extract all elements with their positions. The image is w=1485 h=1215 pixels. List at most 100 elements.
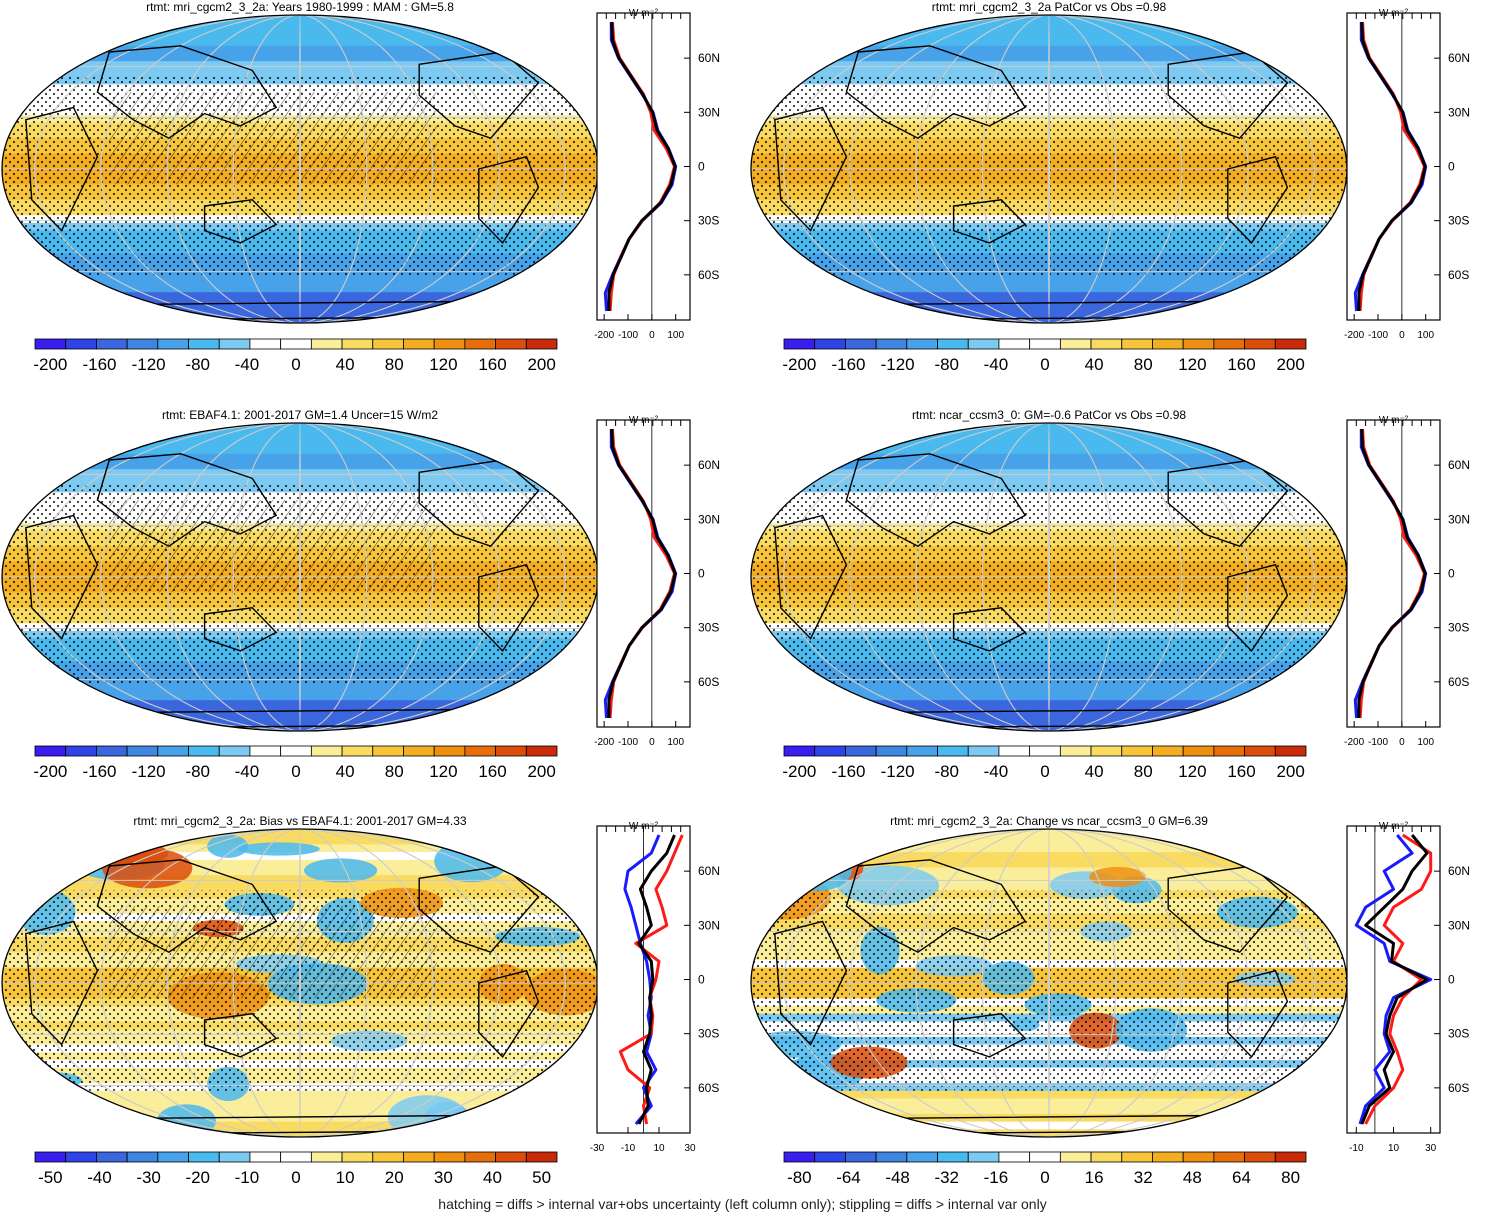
map-panel-top-left: rtmt: mri_cgcm2_3_2a: Years 1980-1999 : …	[1, 0, 599, 324]
y-tick-label: 30S	[698, 621, 719, 635]
colorbar-swatch	[967, 745, 1000, 757]
x-tick-label: 100	[1417, 330, 1434, 341]
colorbar-swatch	[1213, 338, 1245, 350]
colorbar-tick-label: 50	[532, 1168, 551, 1187]
x-tick-label: -100	[1368, 330, 1388, 341]
coastline	[1227, 969, 1289, 1059]
colorbar-swatch	[1090, 745, 1123, 757]
y-tick-label: 0	[1448, 160, 1455, 174]
colorbar-swatch	[157, 745, 189, 757]
y-tick-label: 30N	[1448, 105, 1470, 119]
colorbar-swatch	[34, 338, 67, 350]
colorbar-tick-label: -30	[136, 1168, 161, 1187]
colorbar-swatch	[937, 745, 969, 757]
coastline	[1227, 563, 1289, 653]
colorbar-tick-label: -160	[831, 762, 865, 781]
colorbar-swatch	[1029, 1151, 1061, 1163]
colorbar-tick-label: -40	[235, 355, 260, 374]
colorbar-tick-label: 40	[336, 355, 355, 374]
coastline	[774, 920, 848, 1046]
y-tick-label: 60S	[698, 1081, 719, 1095]
y-tick-label: 30N	[698, 918, 720, 932]
y-tick-label: 30N	[1448, 918, 1470, 932]
colorbar-tick-label: -16	[984, 1168, 1009, 1187]
colorbar-swatch	[433, 1151, 466, 1163]
colorbar-tick-label: 80	[385, 355, 404, 374]
colorbar-tick-label: -40	[235, 762, 260, 781]
y-tick-label: 60N	[1448, 458, 1470, 472]
colorbar-swatch	[249, 1151, 282, 1163]
colorbar-swatch	[1152, 745, 1184, 757]
colorbar-tick-label: 80	[1281, 1168, 1300, 1187]
y-tick-label: 30N	[698, 105, 720, 119]
coastline	[478, 563, 540, 653]
coastline	[952, 1013, 1027, 1058]
colorbar-tick-label: -160	[831, 355, 865, 374]
x-tick-label: 10	[653, 1143, 665, 1154]
x-tick-label: -100	[1368, 737, 1388, 748]
y-tick-label: 60N	[698, 458, 720, 472]
x-tick-label: -10	[1349, 1143, 1364, 1154]
profile-middle-left: W m⁻² -200 -100 0 100 60N 30N 0 30S 60S	[594, 415, 720, 748]
colorbar-swatch	[814, 338, 846, 350]
colorbar-swatch	[1152, 338, 1184, 350]
colorbar-swatch	[906, 745, 938, 757]
colorbar-tick-label: -120	[132, 762, 166, 781]
colorbar-swatch	[188, 745, 220, 757]
colorbar-swatch	[1029, 338, 1061, 350]
x-tick-label: 10	[1388, 1143, 1400, 1154]
colorbar-tick-label: 40	[483, 1168, 502, 1187]
colorbar-tick-label: 20	[385, 1168, 404, 1187]
colorbar-swatch	[341, 338, 374, 350]
y-tick-label: 60N	[1448, 51, 1470, 65]
colorbar-tick-label: -200	[782, 762, 816, 781]
profile-series-blue	[1354, 834, 1433, 1125]
colorbar-swatch	[1121, 745, 1153, 757]
colorbar-tick-label: -120	[881, 762, 915, 781]
colorbar-swatch	[906, 1151, 938, 1163]
colorbar-tick-label: 200	[1276, 762, 1304, 781]
colorbar-swatch	[372, 745, 404, 757]
colorbar-swatch	[875, 338, 908, 350]
colorbar-swatch	[249, 338, 282, 350]
y-tick-label: 0	[1448, 973, 1455, 987]
colorbar-tick-label: 160	[1227, 355, 1255, 374]
colorbar-swatch	[1244, 1151, 1276, 1163]
colorbar-swatch	[433, 745, 466, 757]
colorbar-middle-left: -200 -160 -120 -80 -40 0 40 80 120 160 200	[33, 745, 558, 781]
colorbar-tick-label: -64	[836, 1168, 861, 1187]
colorbar-tick-label: 200	[527, 355, 555, 374]
unit-label: W m⁻²	[1379, 821, 1409, 832]
colorbar-swatch	[1244, 745, 1276, 757]
colorbar-swatch	[65, 338, 97, 350]
colorbar-swatch	[403, 338, 435, 350]
colorbar-swatch	[1059, 1151, 1092, 1163]
colorbar-tick-label: -32	[934, 1168, 959, 1187]
coastline	[952, 607, 1027, 652]
colorbar-tick-label: -200	[33, 762, 67, 781]
profile-series-black	[637, 834, 676, 1125]
panel-title: rtmt: EBAF4.1: 2001-2017 GM=1.4 Uncer=15…	[162, 408, 438, 422]
x-tick-label: -200	[1344, 330, 1364, 341]
colorbar-swatch	[126, 338, 159, 350]
colorbar-swatch	[96, 1151, 128, 1163]
colorbar-tick-label: 200	[1276, 355, 1304, 374]
colorbar-swatch	[1152, 1151, 1184, 1163]
colorbar-swatch	[783, 745, 816, 757]
y-tick-label: 0	[698, 973, 705, 987]
x-tick-label: 0	[1399, 737, 1405, 748]
colorbar-swatch	[218, 745, 251, 757]
profile-top-left: W m⁻² -200 -100 0 100 60N 30N 0 30S 60S	[594, 8, 720, 341]
colorbar-tick-label: 48	[1183, 1168, 1202, 1187]
x-tick-label: 100	[667, 737, 684, 748]
colorbar-tick-label: 0	[291, 1168, 300, 1187]
colorbar-swatch	[1090, 1151, 1123, 1163]
y-tick-label: 0	[698, 160, 705, 174]
unit-label: W m⁻²	[629, 415, 659, 426]
colorbar-swatch	[310, 745, 343, 757]
colorbar-tick-label: 32	[1134, 1168, 1153, 1187]
colorbar-swatch	[1213, 1151, 1245, 1163]
colorbar-swatch	[1059, 338, 1092, 350]
colorbar-swatch	[998, 745, 1031, 757]
colorbar-tick-label: -200	[33, 355, 67, 374]
